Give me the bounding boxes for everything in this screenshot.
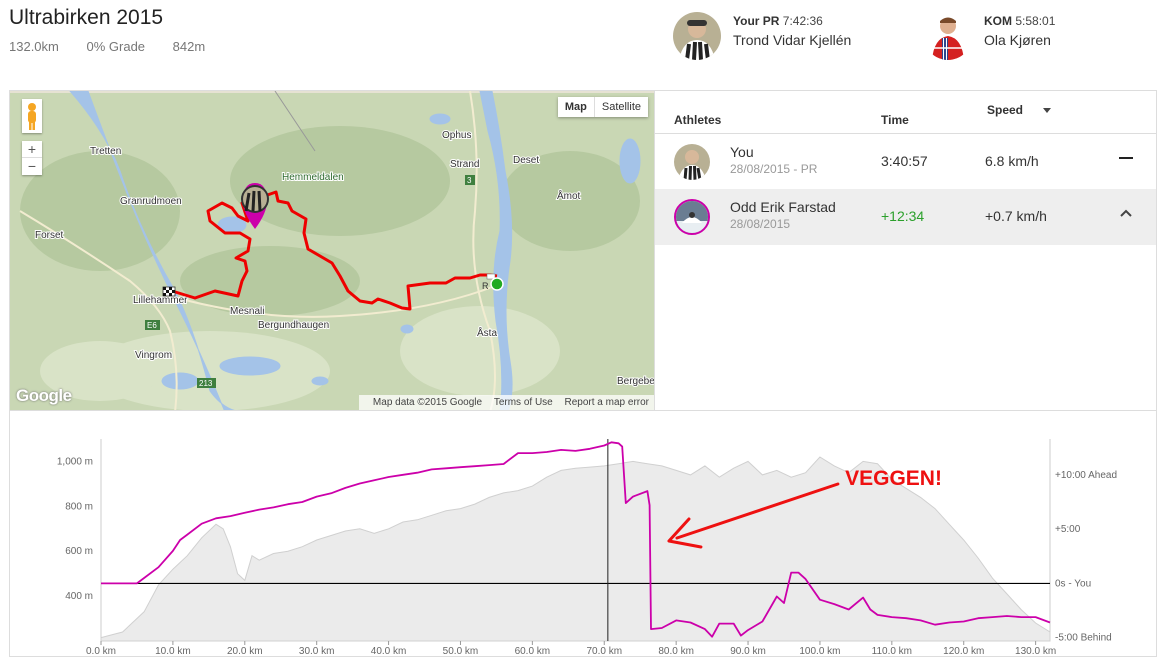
svg-text:Forset: Forset (35, 230, 64, 241)
y-tick-label-left: 1,000 m (57, 456, 93, 467)
time-column-header: Time (881, 113, 909, 127)
zoom-in-button[interactable]: + (22, 141, 42, 158)
svg-text:Bergundhaugen: Bergundhaugen (258, 320, 329, 331)
street-view-pegman-icon[interactable] (22, 99, 42, 133)
x-tick-label: 10.0 km (155, 646, 191, 657)
map-data-credit: Map data ©2015 Google (372, 397, 483, 408)
segment-elevation: 842m (172, 39, 206, 54)
pr-label: Your PR 7:42:36 (733, 14, 823, 28)
time-gap-line (101, 441, 1051, 638)
effort-date: 28/08/2015 (730, 217, 791, 231)
zoom-out-button[interactable]: − (27, 158, 37, 174)
athlete-position-marker-icon[interactable] (241, 183, 269, 229)
segment-grade: 0% Grade (86, 39, 146, 54)
pr-athlete-name[interactable]: Trond Vidar Kjellén (733, 32, 852, 48)
x-tick-label: 60.0 km (515, 646, 551, 657)
svg-text:Tretten: Tretten (90, 146, 121, 157)
x-tick-label: 100.0 km (799, 646, 840, 657)
kom-record: KOM 5:58:01 Ola Kjøren (924, 12, 1154, 64)
athlete-row-compare[interactable]: Odd Erik Farstad 28/08/2015 +12:34 +0.7 … (655, 190, 1156, 245)
chevron-up-icon[interactable] (1118, 205, 1134, 221)
kom-avatar[interactable] (924, 12, 972, 60)
svg-text:Mesnali: Mesnali (230, 306, 264, 317)
segment-stats: 132.0km 0% Grade 842m (9, 39, 229, 54)
svg-text:Åsta: Åsta (477, 326, 497, 339)
svg-text:E6: E6 (147, 321, 157, 330)
route-line (171, 190, 498, 311)
report-map-error-link[interactable]: Report a map error (564, 397, 649, 408)
effort-time: 3:40:57 (881, 153, 928, 169)
y-tick-label-right: -5:00 Behind (1055, 633, 1112, 644)
x-tick-label: 110.0 km (872, 646, 912, 657)
annotation-label: VEGGEN! (845, 467, 942, 490)
svg-text:Åmot: Åmot (557, 189, 581, 202)
annotation-arrow-head (667, 517, 703, 549)
svg-text:Bergebe: Bergebe (617, 376, 655, 387)
segment-distance: 132.0km (9, 39, 59, 54)
personal-record: Your PR 7:42:36 Trond Vidar Kjellén (673, 12, 903, 64)
y-tick-label-left: 800 m (65, 501, 93, 512)
effort-time-difference: +12:34 (881, 208, 925, 224)
x-tick-label: 30.0 km (299, 646, 335, 657)
start-marker-icon[interactable] (490, 277, 504, 291)
y-tick-label-right: 0s - You (1055, 578, 1091, 589)
svg-text:213: 213 (199, 379, 213, 388)
x-tick-label: 70.0 km (586, 646, 622, 657)
x-tick-label: 130.0 km (1015, 646, 1056, 657)
comparison-table-header: Athletes Time Speed (655, 91, 1156, 134)
y-tick-label-left: 600 m (65, 546, 93, 557)
map-type-map-button[interactable]: Map (558, 97, 595, 117)
x-tick-label: 120.0 km (943, 646, 984, 657)
x-tick-label: 0.0 km (86, 646, 116, 657)
y-tick-label-right: +10:00 Ahead (1055, 470, 1117, 481)
kom-label: KOM 5:58:01 (984, 14, 1056, 28)
svg-text:3: 3 (467, 176, 472, 185)
svg-text:Ophus: Ophus (442, 130, 471, 141)
you-avatar (674, 144, 710, 180)
annotation-arrow-shaft (675, 482, 840, 540)
map-type-toggle: Map Satellite (557, 97, 648, 117)
map-canvas[interactable]: Tretten Ophus Strand Deset Hemmeldalen Å… (10, 91, 655, 411)
x-tick-label: 90.0 km (730, 646, 766, 657)
elevation-profile-chart[interactable]: 1,000 m 800 m 600 m 400 m +10:00 Ahead +5:00 0… (9, 411, 1157, 657)
minus-icon[interactable] (1118, 150, 1134, 166)
y-tick-label-right: +5:00 (1055, 524, 1081, 535)
athlete-name: You (730, 144, 754, 160)
svg-text:Granrudmoen: Granrudmoen (120, 196, 182, 207)
athlete-name[interactable]: Odd Erik Farstad (730, 199, 836, 215)
segment-title: Ultrabirken 2015 (9, 6, 164, 29)
svg-text:Vingrom: Vingrom (135, 350, 172, 361)
pr-avatar[interactable] (673, 12, 721, 60)
profile-svg[interactable]: 1,000 m 800 m 600 m 400 m +10:00 Ahead +5:00 0… (10, 411, 1158, 657)
elevation-area (100, 456, 1051, 642)
svg-text:Hemmeldalen: Hemmeldalen (282, 172, 344, 183)
y-tick-label-left: 400 m (65, 591, 93, 602)
map-attribution: Map data ©2015 Google Terms of Use Repor… (358, 395, 654, 410)
finish-flag-icon[interactable] (162, 286, 176, 297)
speed-column-header[interactable]: Speed (987, 103, 1052, 117)
route-map[interactable]: Tretten Ophus Strand Deset Hemmeldalen Å… (9, 90, 655, 411)
sort-caret-down-icon[interactable] (1043, 107, 1052, 113)
x-tick-label: 20.0 km (227, 646, 263, 657)
athlete-comparison-panel: Athletes Time Speed You 28/08/2015 - PR … (655, 90, 1157, 411)
x-tick-label: 50.0 km (443, 646, 479, 657)
x-tick-label: 80.0 km (658, 646, 694, 657)
effort-speed-difference: +0.7 km/h (985, 208, 1047, 224)
map-type-satellite-button[interactable]: Satellite (601, 101, 641, 113)
x-tick-label: 40.0 km (371, 646, 407, 657)
segment-header: Ultrabirken 2015 132.0km 0% Grade 842m Y… (0, 0, 1167, 90)
svg-text:Deset: Deset (513, 155, 539, 166)
effort-date: 28/08/2015 - PR (730, 162, 818, 176)
svg-text:Strand: Strand (450, 159, 479, 170)
athletes-column-header: Athletes (674, 113, 722, 127)
svg-text:R: R (482, 281, 489, 291)
terms-of-use-link[interactable]: Terms of Use (493, 397, 553, 408)
zoom-control: + − (22, 141, 42, 175)
athlete-row-you[interactable]: You 28/08/2015 - PR 3:40:57 6.8 km/h (655, 135, 1156, 190)
svg-text:Lillehammer: Lillehammer (133, 295, 188, 306)
effort-speed: 6.8 km/h (985, 153, 1039, 169)
kom-athlete-name[interactable]: Ola Kjøren (984, 32, 1051, 48)
odd-erik-avatar (674, 199, 710, 235)
google-logo: Google (16, 386, 72, 405)
